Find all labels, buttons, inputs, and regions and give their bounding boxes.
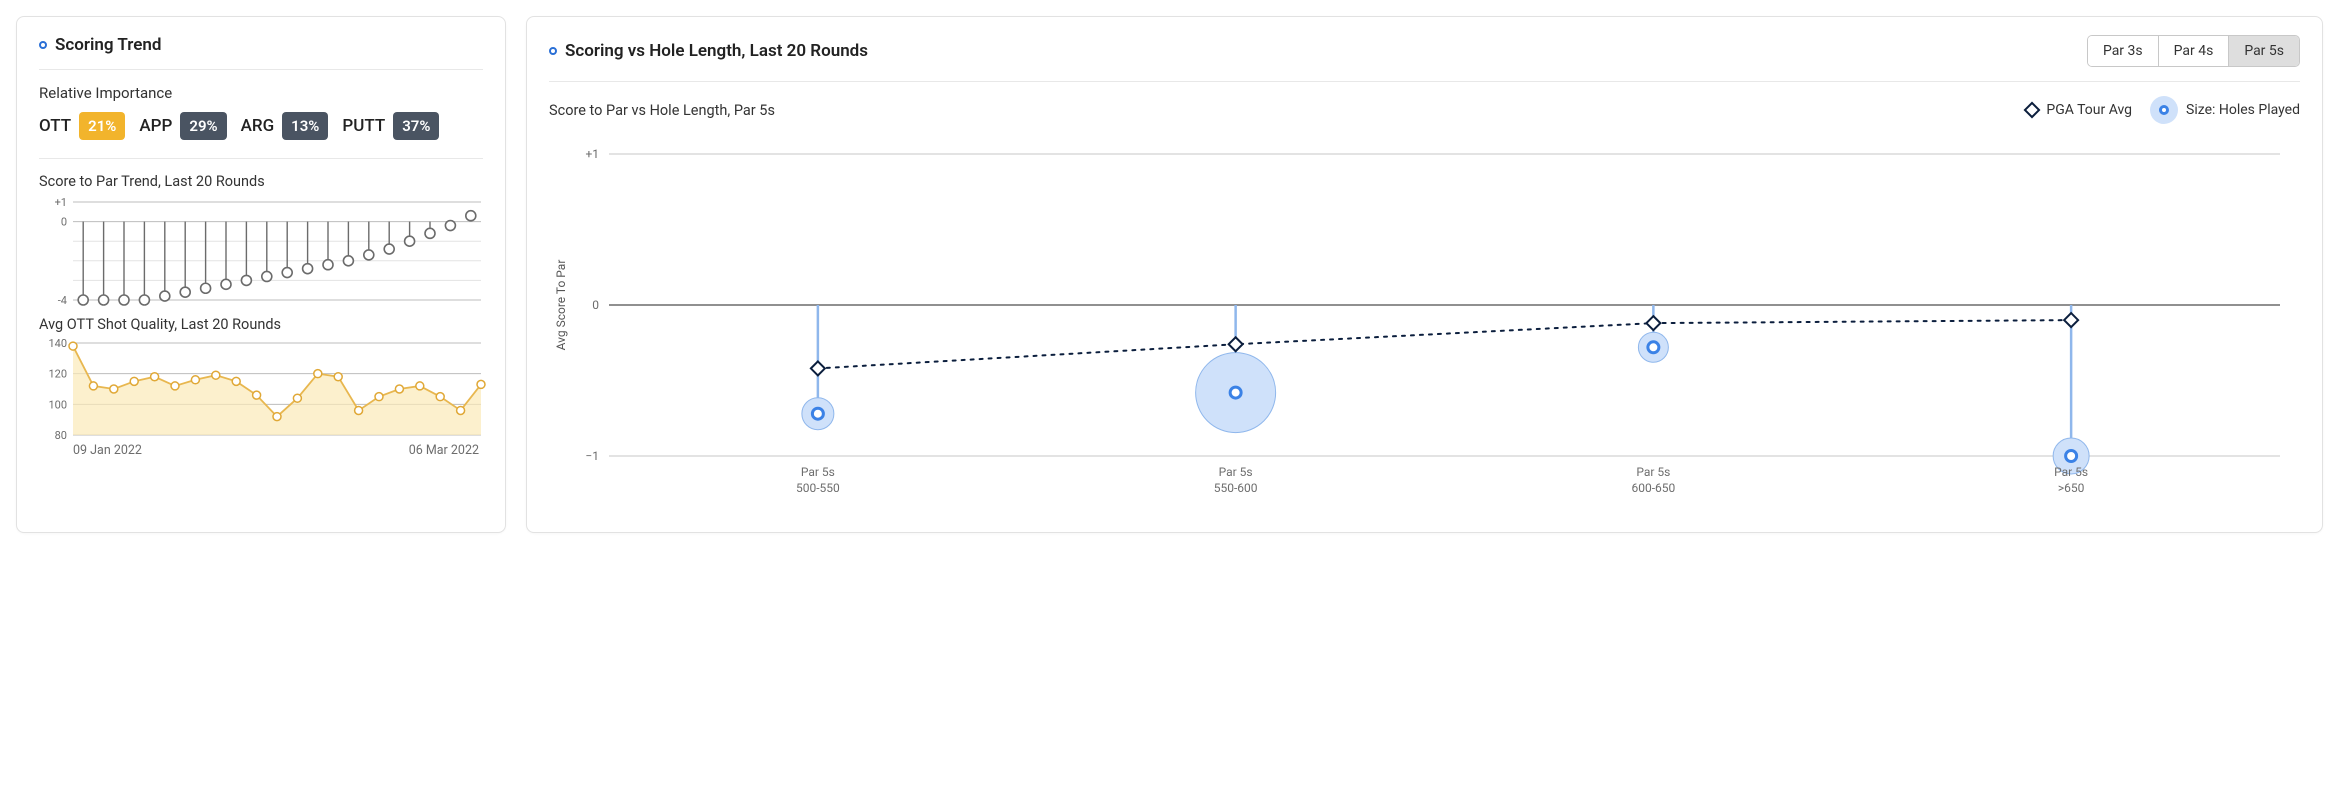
divider bbox=[39, 158, 483, 159]
importance-badge: 29% bbox=[180, 112, 226, 140]
svg-text:Avg Score To Par: Avg Score To Par bbox=[554, 260, 568, 351]
ott-quality-chart: 80 100 120 140 bbox=[39, 339, 487, 439]
importance-badge: 37% bbox=[393, 112, 439, 140]
importance-name: APP bbox=[139, 116, 172, 136]
bullet-icon bbox=[549, 47, 557, 55]
legend-pga-label: PGA Tour Avg bbox=[2046, 102, 2132, 118]
tab-par-4s[interactable]: Par 4s bbox=[2159, 36, 2230, 66]
subtitle: Score to Par vs Hole Length, Par 5s bbox=[549, 102, 775, 119]
score-trend-chart: -4 0 +1 bbox=[39, 196, 487, 306]
svg-text:Par 5s: Par 5s bbox=[2054, 465, 2088, 479]
importance-badge: 21% bbox=[79, 112, 125, 140]
diamond-icon bbox=[2024, 102, 2041, 119]
svg-text:-4: -4 bbox=[58, 294, 67, 306]
svg-text:Par 5s: Par 5s bbox=[801, 465, 835, 479]
svg-text:Par 5s: Par 5s bbox=[1636, 465, 1670, 479]
scoring-vs-length-title: Scoring vs Hole Length, Last 20 Rounds bbox=[565, 41, 868, 61]
svg-text:0: 0 bbox=[592, 298, 599, 312]
svg-text:550-600: 550-600 bbox=[1214, 481, 1258, 495]
legend-pga: PGA Tour Avg bbox=[2026, 102, 2132, 118]
par-tab-group: Par 3sPar 4sPar 5s bbox=[2087, 35, 2300, 67]
relative-importance-label: Relative Importance bbox=[39, 84, 483, 102]
svg-text:80: 80 bbox=[55, 429, 67, 439]
svg-text:100: 100 bbox=[48, 398, 67, 411]
scoring-trend-card: Scoring Trend Relative Importance OTT 21%… bbox=[16, 16, 506, 533]
svg-text:0: 0 bbox=[61, 216, 67, 229]
legend: PGA Tour Avg Size: Holes Played bbox=[2026, 96, 2300, 124]
card-title: Scoring vs Hole Length, Last 20 Rounds bbox=[549, 41, 868, 61]
svg-text:>650: >650 bbox=[2058, 481, 2085, 495]
importance-name: ARG bbox=[241, 116, 275, 136]
svg-text:+1: +1 bbox=[585, 147, 599, 161]
importance-putt: PUTT 37% bbox=[342, 112, 439, 140]
scoring-trend-title: Scoring Trend bbox=[55, 35, 161, 55]
importance-name: OTT bbox=[39, 116, 71, 136]
date-axis: 09 Jan 2022 06 Mar 2022 bbox=[39, 439, 483, 458]
svg-text:140: 140 bbox=[48, 339, 67, 350]
importance-name: PUTT bbox=[342, 116, 385, 136]
importance-app: APP 29% bbox=[139, 112, 226, 140]
legend-size: Size: Holes Played bbox=[2150, 96, 2300, 124]
circle-icon bbox=[2150, 96, 2178, 124]
importance-arg: ARG 13% bbox=[241, 112, 329, 140]
scoring-vs-length-chart: Avg Score To Par −1 0 +1 Par 5s 500-550 Par 5s… bbox=[549, 124, 2300, 514]
subheader: Score to Par vs Hole Length, Par 5s PGA … bbox=[549, 96, 2300, 124]
legend-size-label: Size: Holes Played bbox=[2186, 102, 2300, 118]
card-header: Scoring vs Hole Length, Last 20 Rounds P… bbox=[549, 35, 2300, 67]
date-end: 06 Mar 2022 bbox=[409, 443, 479, 458]
score-trend-title: Score to Par Trend, Last 20 Rounds bbox=[39, 173, 483, 190]
scoring-vs-length-card: Scoring vs Hole Length, Last 20 Rounds P… bbox=[526, 16, 2323, 533]
importance-row: OTT 21% APP 29% ARG 13% PUTT 37% bbox=[39, 112, 483, 140]
date-start: 09 Jan 2022 bbox=[73, 443, 142, 458]
tab-par-3s[interactable]: Par 3s bbox=[2088, 36, 2159, 66]
importance-ott: OTT 21% bbox=[39, 112, 125, 140]
tab-par-5s[interactable]: Par 5s bbox=[2229, 36, 2299, 66]
card-header: Scoring Trend bbox=[39, 35, 483, 55]
bullet-icon bbox=[39, 41, 47, 49]
svg-text:600-650: 600-650 bbox=[1631, 481, 1675, 495]
svg-text:−1: −1 bbox=[585, 449, 599, 463]
svg-text:+1: +1 bbox=[55, 196, 67, 209]
divider bbox=[549, 81, 2300, 82]
importance-badge: 13% bbox=[282, 112, 328, 140]
svg-text:500-550: 500-550 bbox=[796, 481, 840, 495]
svg-text:Par 5s: Par 5s bbox=[1219, 465, 1253, 479]
svg-text:120: 120 bbox=[48, 368, 67, 381]
card-title: Scoring Trend bbox=[39, 35, 161, 55]
ott-quality-title: Avg OTT Shot Quality, Last 20 Rounds bbox=[39, 316, 483, 333]
divider bbox=[39, 69, 483, 70]
